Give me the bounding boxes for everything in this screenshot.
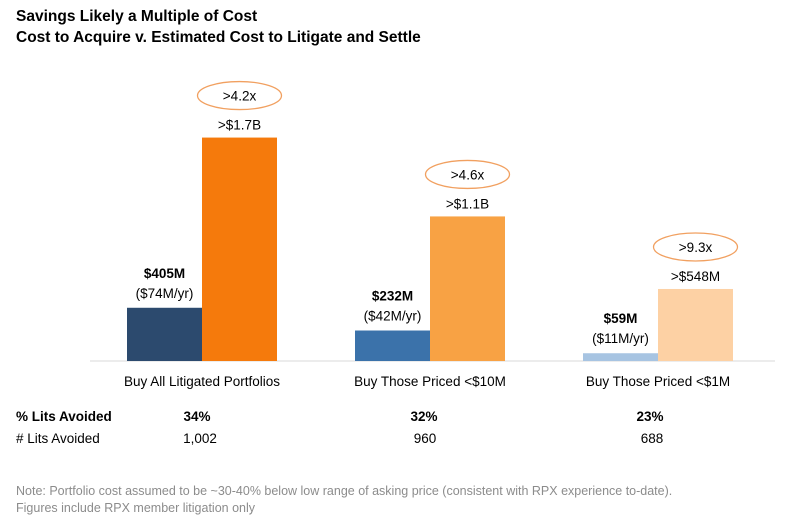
data-label-acquire: $405M [144, 266, 185, 281]
data-label-litigate: >$1.7B [218, 118, 261, 133]
data-label-litigate: >$1.1B [446, 196, 489, 211]
pct-lits-avoided-label: % Lits Avoided [16, 409, 112, 424]
category-label: Buy Those Priced <$1M [586, 374, 730, 389]
count-value: 1,002 [183, 431, 217, 446]
data-label-annual: ($11M/yr) [592, 331, 649, 346]
count-value: 960 [413, 431, 437, 446]
pct-value: 32% [410, 409, 438, 424]
bar-cost-to-acquire [127, 307, 202, 361]
chart-title: Savings Likely a Multiple of Cost [16, 8, 258, 25]
footnote-scope: Figures include RPX member litigation on… [16, 501, 255, 515]
chart-subtitle: Cost to Acquire v. Estimated Cost to Lit… [16, 29, 421, 46]
multiple-label: >4.6x [451, 167, 485, 182]
bar-cost-to-litigate [430, 216, 505, 361]
data-label-acquire: $59M [604, 311, 638, 326]
data-label-acquire: $232M [372, 289, 413, 304]
bar-cost-to-acquire [583, 353, 658, 361]
multiple-label: >9.3x [679, 240, 713, 255]
pct-value: 34% [183, 409, 211, 424]
bar-cost-to-litigate [202, 137, 277, 361]
bar-cost-to-litigate [658, 288, 733, 361]
count-value: 688 [640, 431, 664, 446]
count-lits-avoided-label: # Lits Avoided [16, 431, 100, 446]
pct-lits-avoided-row: % Lits Avoided 34% 32% 23% [0, 409, 800, 427]
footnote: Note: Portfolio cost assumed to be ~30-4… [16, 484, 673, 498]
multiple-ellipse [196, 80, 283, 111]
data-label-annual: ($42M/yr) [364, 309, 422, 324]
multiple-ellipse [652, 232, 739, 262]
category-label: Buy Those Priced <$10M [354, 374, 506, 389]
bar-cost-to-acquire [355, 330, 430, 361]
category-label: Buy All Litigated Portfolios [124, 374, 280, 389]
data-label-litigate: >$548M [671, 269, 720, 284]
pct-value: 23% [636, 409, 664, 424]
data-label-annual: ($74M/yr) [136, 286, 194, 301]
multiple-label: >4.2x [223, 89, 257, 104]
bar-chart: $405M ($74M/yr) >$1.7B >4.2x Buy All Litigat… [90, 80, 775, 389]
multiple-ellipse [424, 159, 511, 190]
count-lits-avoided-row: # Lits Avoided 1,002 960 688 [0, 431, 800, 449]
